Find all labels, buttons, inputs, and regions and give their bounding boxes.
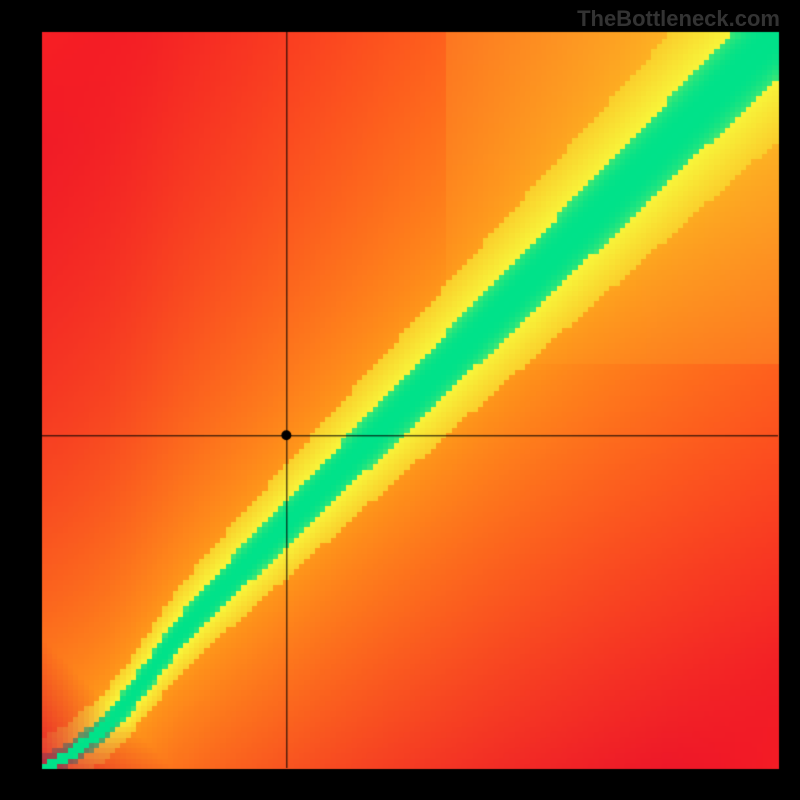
heatmap-canvas (0, 0, 800, 800)
chart-container: TheBottleneck.com (0, 0, 800, 800)
watermark-label: TheBottleneck.com (577, 6, 780, 32)
